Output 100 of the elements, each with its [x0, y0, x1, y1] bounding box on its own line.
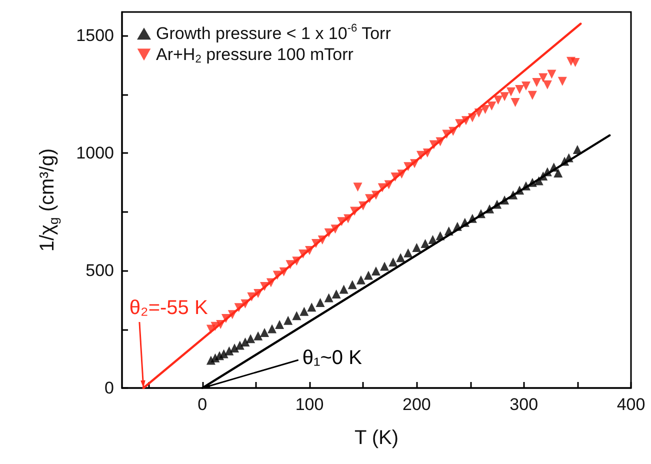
point [216, 320, 226, 330]
point [558, 76, 567, 86]
point [235, 340, 244, 350]
point [422, 148, 432, 158]
point [279, 267, 288, 276]
point [371, 266, 380, 276]
point [444, 226, 454, 236]
point [510, 98, 520, 107]
point [542, 167, 552, 176]
point [388, 258, 398, 267]
point [371, 190, 380, 200]
point [266, 278, 276, 288]
annotation: θ₂=-55 K [129, 297, 208, 319]
point [528, 90, 537, 100]
y-axis-title: 1/χg (cm³/g) [36, 148, 61, 252]
point [521, 82, 530, 91]
point [300, 306, 309, 316]
point [380, 262, 390, 271]
point [330, 224, 340, 234]
point [515, 85, 524, 94]
point [348, 280, 357, 290]
point [485, 204, 494, 214]
point [311, 238, 320, 248]
point [396, 253, 406, 262]
point [339, 284, 348, 294]
point [412, 242, 422, 252]
point [307, 302, 316, 312]
point [508, 190, 518, 200]
point [292, 311, 302, 320]
y-tick-label: 1000 [76, 144, 114, 162]
point [429, 140, 438, 150]
point [286, 260, 295, 270]
point [455, 119, 464, 128]
point [554, 168, 563, 178]
point [350, 206, 360, 216]
point [358, 201, 368, 210]
point [272, 270, 282, 280]
x-tick-label: 400 [616, 395, 646, 414]
point [570, 58, 580, 68]
x-tick-label: 0 [198, 395, 208, 414]
point [260, 282, 270, 291]
point [410, 159, 420, 168]
point [468, 113, 477, 122]
y-tick-label: 1500 [76, 26, 114, 45]
point [356, 275, 366, 284]
point [353, 182, 362, 192]
point [532, 78, 542, 87]
point [397, 170, 406, 179]
point [500, 92, 510, 102]
point [404, 248, 413, 258]
point [344, 214, 353, 224]
point [246, 334, 256, 344]
point [224, 346, 234, 356]
point [542, 80, 552, 90]
point [428, 234, 438, 244]
point [292, 256, 302, 266]
point [234, 303, 244, 312]
y-tick-label: 0 [104, 378, 114, 398]
point [436, 137, 445, 146]
point [365, 194, 374, 204]
point [528, 178, 537, 187]
x-tick-label: 100 [295, 395, 324, 414]
point [378, 183, 387, 192]
point [564, 153, 574, 162]
point [240, 299, 250, 308]
point [494, 96, 503, 105]
point [230, 344, 240, 353]
point [404, 162, 413, 172]
point [487, 102, 496, 110]
point [436, 231, 445, 240]
point [515, 186, 524, 195]
point [324, 228, 334, 238]
point [247, 292, 256, 302]
point [468, 214, 477, 223]
point [316, 298, 325, 307]
point [221, 314, 230, 323]
point [448, 126, 458, 136]
point [442, 130, 452, 139]
point [480, 105, 490, 114]
point [416, 150, 426, 160]
point [332, 290, 341, 298]
point [572, 144, 582, 154]
point [228, 310, 237, 320]
point [337, 217, 346, 226]
point [268, 324, 277, 334]
annotation: θ₁~0 K [302, 347, 363, 369]
point [254, 331, 263, 340]
point [210, 322, 220, 331]
point [460, 218, 470, 227]
point [260, 328, 270, 338]
point [305, 246, 314, 256]
point [420, 238, 430, 248]
point [476, 209, 486, 218]
point [492, 200, 502, 209]
x-tick-label: 300 [510, 395, 538, 414]
point [538, 73, 548, 82]
point [474, 108, 484, 118]
point [318, 235, 327, 244]
point [275, 320, 284, 330]
point [384, 180, 394, 190]
